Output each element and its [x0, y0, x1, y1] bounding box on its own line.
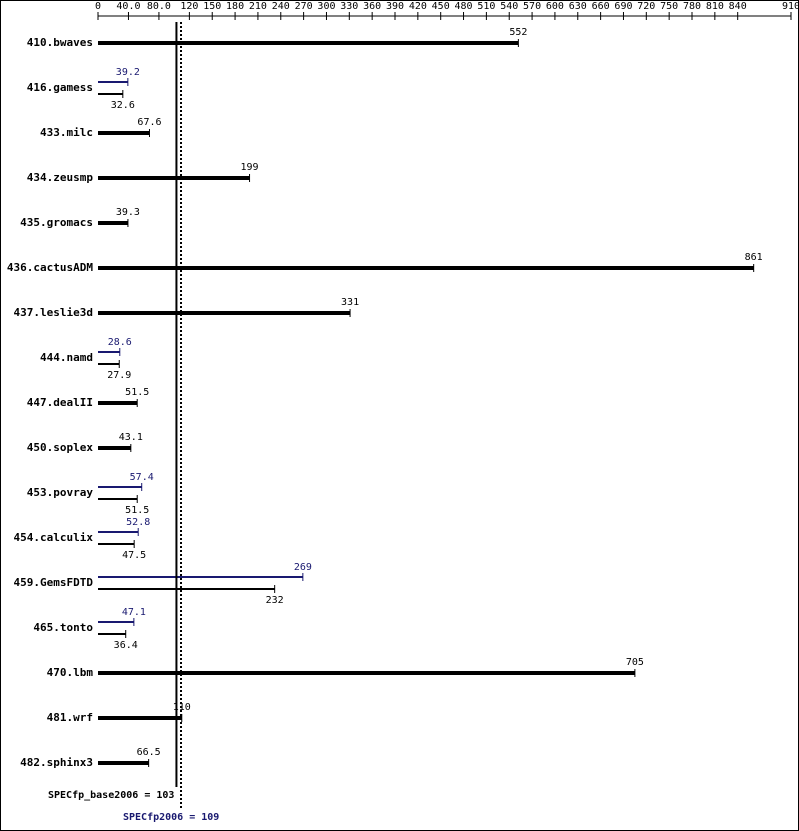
category-label: 453.povray	[27, 486, 94, 499]
category-label: 465.tonto	[33, 621, 93, 634]
bar	[98, 588, 275, 590]
category-label: 481.wrf	[47, 711, 93, 724]
x-tick-label: 540	[500, 1, 518, 12]
value-label: 199	[241, 162, 259, 173]
category-label: 454.calculix	[14, 531, 94, 544]
category-label: 435.gromacs	[20, 216, 93, 229]
x-tick-label: 780	[683, 1, 701, 12]
value-label: 57.4	[130, 472, 154, 483]
value-label: 52.8	[126, 517, 150, 528]
x-tick-label: 510	[477, 1, 495, 12]
value-label: 232	[266, 595, 284, 606]
reference-label: SPECfp2006 = 109	[123, 812, 219, 823]
x-tick-label: 720	[637, 1, 655, 12]
value-label: 67.6	[137, 117, 161, 128]
x-tick-label: 630	[569, 1, 587, 12]
reference-label: SPECfp_base2006 = 103	[48, 790, 174, 801]
bar	[98, 576, 303, 578]
x-tick-label: 840	[729, 1, 747, 12]
value-label: 32.6	[111, 100, 135, 111]
bar	[98, 716, 182, 720]
bar	[98, 621, 134, 623]
category-label: 459.GemsFDTD	[14, 576, 94, 589]
bar	[98, 543, 135, 545]
category-label: 416.gamess	[27, 81, 93, 94]
bar	[98, 131, 150, 135]
value-label: 39.3	[116, 207, 140, 218]
bar	[98, 351, 120, 353]
x-tick-label: 570	[523, 1, 541, 12]
value-label: 28.6	[108, 337, 132, 348]
category-label: 433.milc	[40, 126, 93, 139]
x-tick-label: 330	[340, 1, 358, 12]
bar	[98, 633, 126, 635]
x-tick-label: 390	[386, 1, 404, 12]
x-tick-label: 240	[272, 1, 290, 12]
value-label: 331	[341, 297, 359, 308]
x-tick-label: 360	[363, 1, 381, 12]
x-tick-label: 600	[546, 1, 564, 12]
bar	[98, 81, 128, 83]
x-tick-label: 660	[592, 1, 610, 12]
x-tick-label: 480	[455, 1, 473, 12]
value-label: 39.2	[116, 67, 140, 78]
category-label: 470.lbm	[47, 666, 94, 679]
bar	[98, 221, 128, 225]
x-tick-label: 420	[409, 1, 427, 12]
x-tick-label: 450	[432, 1, 450, 12]
value-label: 27.9	[107, 370, 131, 381]
bar	[98, 41, 519, 45]
x-tick-label: 120	[180, 1, 198, 12]
bar	[98, 486, 142, 488]
bar	[98, 761, 149, 765]
bar	[98, 498, 138, 500]
bar	[98, 266, 754, 270]
value-label: 51.5	[125, 387, 149, 398]
x-tick-label: 180	[226, 1, 244, 12]
x-tick-label: 270	[295, 1, 313, 12]
category-label: 447.dealII	[27, 396, 93, 409]
bar	[98, 176, 250, 180]
bar	[98, 311, 351, 315]
value-label: 43.1	[119, 432, 143, 443]
category-label: 436.cactusADM	[7, 261, 93, 274]
category-label: 434.zeusmp	[27, 171, 94, 184]
category-label: 410.bwaves	[27, 36, 93, 49]
x-tick-label: 150	[203, 1, 221, 12]
value-label: 51.5	[125, 505, 149, 516]
category-label: 437.leslie3d	[14, 306, 93, 319]
bar	[98, 531, 139, 533]
x-tick-label: 210	[249, 1, 267, 12]
bar	[98, 93, 123, 95]
x-tick-label: 910	[782, 1, 799, 12]
category-label: 482.sphinx3	[20, 756, 93, 769]
category-label: 450.soplex	[27, 441, 94, 454]
value-label: 66.5	[137, 747, 161, 758]
x-tick-label: 810	[706, 1, 724, 12]
x-tick-label: 750	[660, 1, 678, 12]
bar	[98, 401, 138, 405]
x-tick-label: 300	[317, 1, 335, 12]
value-label: 47.5	[122, 550, 146, 561]
bar	[98, 446, 131, 450]
x-tick-label: 690	[614, 1, 632, 12]
value-label: 36.4	[114, 640, 138, 651]
category-label: 444.namd	[40, 351, 93, 364]
value-label: 269	[294, 562, 312, 573]
value-label: 705	[626, 657, 644, 668]
x-tick-label: 0	[95, 1, 101, 12]
value-label: 47.1	[122, 607, 146, 618]
x-tick-label: 40.0	[116, 1, 140, 12]
x-tick-label: 80.0	[147, 1, 171, 12]
value-label: 861	[745, 252, 763, 263]
bar	[98, 671, 635, 675]
value-label: 552	[509, 27, 527, 38]
bar	[98, 363, 120, 365]
